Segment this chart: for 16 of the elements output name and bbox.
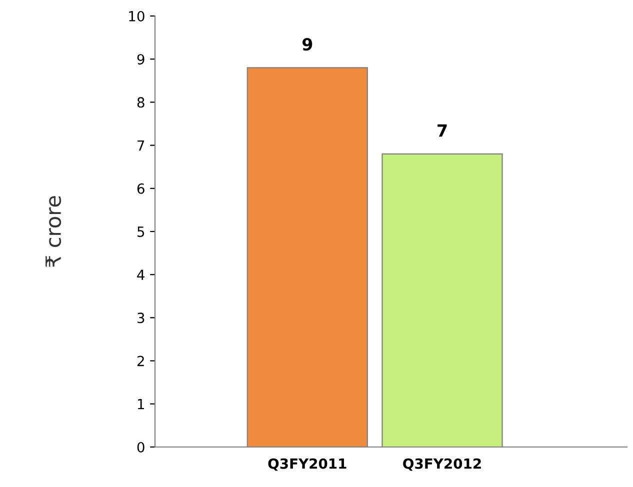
x-tick-label: Q3FY2012 <box>403 458 481 471</box>
y-tick-label: 6 <box>137 183 144 194</box>
y-tick-label: 5 <box>138 226 144 237</box>
y-axis-title: ₹ crore <box>46 196 62 267</box>
data-label: 9 <box>302 38 312 51</box>
y-tick-label: 7 <box>138 140 144 151</box>
y-tick-label: 10 <box>129 10 144 22</box>
y-tick-label: 9 <box>137 54 144 65</box>
y-tick-label: 2 <box>137 356 144 366</box>
y-tick-label: 8 <box>137 97 144 108</box>
y-tick-label: 1 <box>138 399 144 410</box>
x-tick-label: Q3FY2011 <box>268 458 346 471</box>
y-tick-label: 0 <box>137 442 144 452</box>
y-tick-label: 4 <box>137 270 144 280</box>
y-tick-label: 3 <box>138 312 144 324</box>
data-label: 7 <box>438 124 447 137</box>
